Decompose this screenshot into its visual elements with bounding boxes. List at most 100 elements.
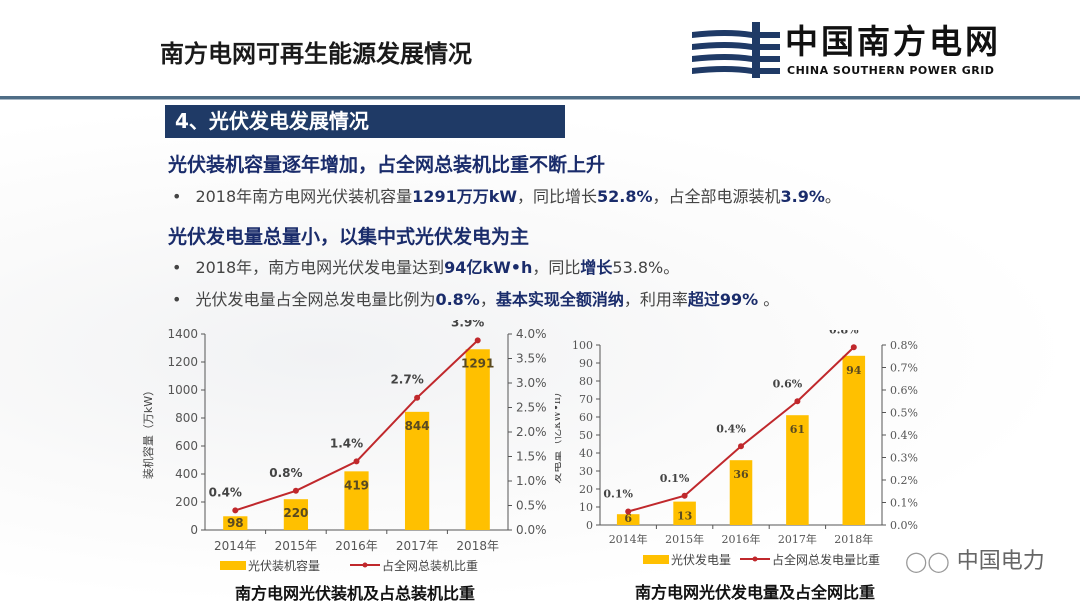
y-tick-label: 70 xyxy=(579,393,593,406)
bullet-text: ，占全部电源装机 xyxy=(652,187,781,206)
y-tick-label: 1400 xyxy=(167,327,198,341)
x-tick-label: 2016年 xyxy=(722,532,761,546)
line-value-label: 0.8% xyxy=(829,330,859,336)
bar xyxy=(616,514,640,525)
line-point xyxy=(353,458,360,465)
y-tick-label: 0 xyxy=(190,523,198,537)
legend-bar-label: 光伏装机容量 xyxy=(248,558,320,573)
bar-value-label: 98 xyxy=(227,516,244,530)
y-tick-label: 20 xyxy=(579,483,593,496)
bar xyxy=(729,460,753,525)
chart-title: 南方电网光伏发电量及占全网比重 xyxy=(635,583,875,602)
x-tick-label: 2017年 xyxy=(778,532,817,546)
chart-generation: 0 10 20 30 40 50 60 70 80 90 100 0.0% 0.1% 0.2% 0.3% 0.… xyxy=(555,330,918,602)
bullet-text: 。 xyxy=(758,290,780,309)
y-tick-label: 50 xyxy=(579,429,593,442)
bar xyxy=(283,499,309,530)
line-point xyxy=(292,487,299,494)
y2-tick-label: 0.2% xyxy=(890,474,918,487)
legend-bar-label: 光伏发电量 xyxy=(671,552,731,567)
bullet-highlight: 3.9% xyxy=(780,187,825,206)
page-title: 南方电网可再生能源发展情况 xyxy=(160,40,472,68)
bullet-dot: • xyxy=(172,258,182,277)
bar xyxy=(465,349,490,530)
line-value-label: 0.1% xyxy=(660,472,690,485)
y2-tick-label: 2.5% xyxy=(516,401,547,415)
x-tick-label: 2015年 xyxy=(665,532,704,546)
bar xyxy=(673,501,696,525)
header-divider xyxy=(0,96,1080,100)
y-tick-label: 800 xyxy=(175,411,198,425)
legend-bar-swatch xyxy=(643,555,669,564)
y2-tick-label: 0.6% xyxy=(890,384,918,397)
legend-line-marker xyxy=(752,556,758,562)
bullet-highlight: 1291万万kW xyxy=(412,187,517,206)
y2-tick-label: 0.7% xyxy=(890,362,918,375)
y-tick-label: 400 xyxy=(175,467,198,481)
x-tick-label: 2017年 xyxy=(396,539,439,553)
bar-value-label: 220 xyxy=(283,506,308,520)
point-heading: 光伏发电量总量小，以集中式光伏发电为主 xyxy=(168,226,530,248)
bar-value-label: 6 xyxy=(624,512,632,525)
bar xyxy=(842,355,866,525)
x-tick-label: 2016年 xyxy=(335,539,378,553)
line-value-label: 1.4% xyxy=(330,436,363,450)
bar xyxy=(786,415,809,525)
bullet-text: 光伏发电量占全网总发电量比例为 xyxy=(195,290,436,309)
bar-value-label: 61 xyxy=(790,423,805,436)
bar-value-label: 13 xyxy=(677,510,692,523)
bullet-highlight: 增长 xyxy=(580,258,613,277)
chart-capacity: 0 200 400 600 800 1000 1200 1400 0.0% 0.5% 1.0% 1.5… xyxy=(141,320,547,603)
bullet-item: • 光伏发电量占全网总发电量比例为0.8%，基本实现全额消纳，利用率超过99% 。 xyxy=(172,290,779,310)
line-value-label: 0.4% xyxy=(716,422,746,435)
bullet-highlight: 0.8% xyxy=(435,290,480,309)
y2-tick-label: 0.5% xyxy=(516,499,547,513)
y-tick-label: 200 xyxy=(175,495,198,509)
legend-line-label: 占全网总发电量比重 xyxy=(772,552,880,567)
bullet-highlight: 52.8% xyxy=(597,187,653,206)
line-value-label: 2.7% xyxy=(390,373,423,387)
y2-tick-label: 0.3% xyxy=(890,452,918,465)
line-point xyxy=(625,508,632,515)
line-value-label: 3.9% xyxy=(451,320,484,329)
bullet-text: 2018年，南方电网光伏发电量达到 xyxy=(195,258,445,277)
company-logo: 中国南方电网 CHINA SOUTHERN POWER GRID xyxy=(692,22,1052,78)
y-tick-label: 90 xyxy=(579,357,593,370)
y2-tick-label: 4.0% xyxy=(516,327,547,341)
bar xyxy=(404,411,430,530)
line-point xyxy=(794,398,801,405)
bar-value-label: 419 xyxy=(344,478,369,492)
legend-line-label: 占全网总装机比重 xyxy=(382,558,478,573)
y2-tick-label: 0.0% xyxy=(890,519,918,532)
bar xyxy=(223,516,248,530)
bar-value-label: 94 xyxy=(846,364,862,377)
line-point xyxy=(414,394,421,401)
logo-text-cn: 中国南方电网 xyxy=(785,22,1001,61)
line-point xyxy=(681,492,688,499)
bullet-highlight: 超过 xyxy=(687,290,720,309)
x-tick-label: 2015年 xyxy=(275,539,318,553)
y-tick-label: 60 xyxy=(579,411,593,424)
bullet-text: 53.8%。 xyxy=(612,258,680,277)
bullet-dot: • xyxy=(172,187,182,206)
point-heading: 光伏装机容量逐年增加，占全网总装机比重不断上升 xyxy=(168,154,606,176)
line-point xyxy=(738,443,744,450)
watermark: ◯◯ 中国电力 xyxy=(905,548,1045,575)
y-tick-label: 10 xyxy=(579,501,593,514)
line-value-label: 0.6% xyxy=(773,377,803,390)
bullet-dot: • xyxy=(172,290,182,309)
y2-tick-label: 3.0% xyxy=(516,376,547,390)
line-point xyxy=(474,337,481,344)
y-tick-label: 1200 xyxy=(167,355,198,369)
y2-tick-label: 0.4% xyxy=(890,429,918,442)
y-axis-label: 装机容量（万kW） xyxy=(141,385,155,479)
bullet-text: ，利用率 xyxy=(623,290,688,309)
y-tick-label: 1000 xyxy=(167,383,198,397)
grid-logo-icon xyxy=(692,22,780,78)
x-tick-label: 2018年 xyxy=(456,539,499,553)
chart-title: 南方电网光伏装机及占总装机比重 xyxy=(235,584,475,603)
line-point xyxy=(232,507,239,514)
bar-value-label: 1291 xyxy=(461,356,494,370)
watermark-text: 中国电力 xyxy=(956,549,1045,574)
y-axis-label: 发电量（亿kW•h） xyxy=(555,386,563,484)
